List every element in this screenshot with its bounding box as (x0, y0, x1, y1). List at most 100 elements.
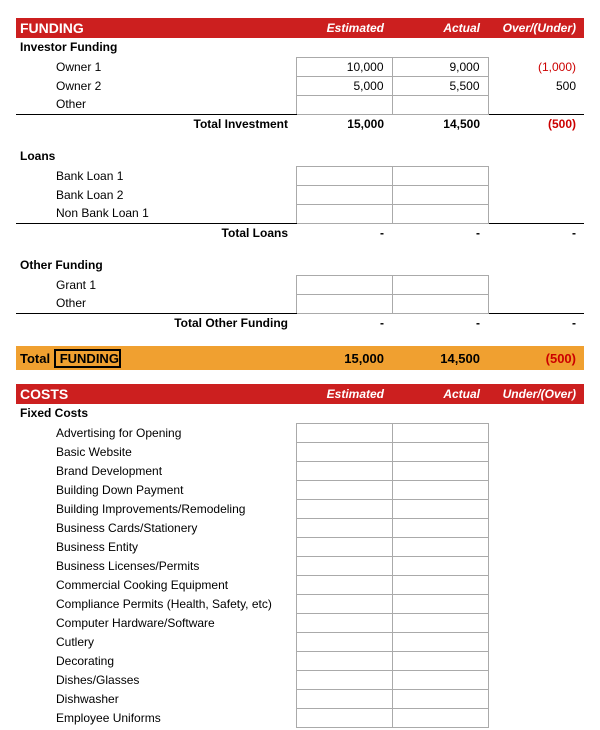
other-funding-title: Other Funding (16, 256, 584, 275)
cell-actual[interactable] (392, 613, 488, 632)
cell-diff (488, 537, 584, 556)
funding-header-row: FUNDING Estimated Actual Over/(Under) (16, 18, 584, 38)
cell-estimated[interactable] (296, 442, 392, 461)
cell-actual[interactable]: 9,000 (392, 57, 488, 76)
funding-header-act: Actual (392, 18, 488, 38)
row-label: Decorating (16, 651, 296, 670)
cell-estimated[interactable] (296, 556, 392, 575)
row-label: Building Down Payment (16, 480, 296, 499)
table-row: Owner 2 5,000 5,500 500 (16, 76, 584, 95)
table-row: Computer Hardware/Software (16, 613, 584, 632)
cell-actual[interactable] (392, 185, 488, 204)
cell-estimated[interactable] (296, 594, 392, 613)
cell-actual[interactable] (392, 442, 488, 461)
cell-estimated[interactable] (296, 204, 392, 223)
cell-actual[interactable] (392, 594, 488, 613)
cell-actual[interactable] (392, 518, 488, 537)
cell-estimated[interactable] (296, 499, 392, 518)
subtotal-est: 15,000 (296, 114, 392, 133)
cell-diff (488, 275, 584, 294)
cell-estimated[interactable] (296, 632, 392, 651)
funding-header-title: FUNDING (16, 18, 296, 38)
total-box-label: FUNDING (54, 349, 121, 368)
cell-diff (488, 708, 584, 727)
subtotal-act: - (392, 223, 488, 242)
row-label: Business Cards/Stationery (16, 518, 296, 537)
table-row: Owner 1 10,000 9,000 (1,000) (16, 57, 584, 76)
cell-actual[interactable] (392, 537, 488, 556)
cell-diff (488, 689, 584, 708)
cell-estimated[interactable] (296, 689, 392, 708)
funding-header-est: Estimated (296, 18, 392, 38)
cell-estimated[interactable] (296, 423, 392, 442)
row-label: Other (16, 294, 296, 313)
cell-actual[interactable] (392, 95, 488, 114)
table-row: Business Licenses/Permits (16, 556, 584, 575)
table-row: Dishes/Glasses (16, 670, 584, 689)
cell-estimated[interactable] (296, 708, 392, 727)
cell-estimated[interactable] (296, 537, 392, 556)
cell-diff (488, 651, 584, 670)
cell-actual[interactable] (392, 499, 488, 518)
cell-estimated[interactable] (296, 613, 392, 632)
costs-header-title: COSTS (16, 384, 296, 404)
cell-actual[interactable] (392, 423, 488, 442)
costs-header-est: Estimated (296, 384, 392, 404)
table-row: Business Entity (16, 537, 584, 556)
cell-diff (488, 670, 584, 689)
category-label: Loans (16, 147, 584, 166)
cell-estimated[interactable] (296, 185, 392, 204)
cell-actual[interactable] (392, 575, 488, 594)
cell-diff (488, 442, 584, 461)
cell-actual[interactable] (392, 708, 488, 727)
cell-actual[interactable] (392, 275, 488, 294)
cell-estimated[interactable]: 10,000 (296, 57, 392, 76)
investor-subtotal: Total Investment 15,000 14,500 (500) (16, 114, 584, 133)
cell-diff (488, 632, 584, 651)
table-row: Cutlery (16, 632, 584, 651)
row-label: Non Bank Loan 1 (16, 204, 296, 223)
costs-header-act: Actual (392, 384, 488, 404)
subtotal-act: - (392, 313, 488, 332)
cell-estimated[interactable] (296, 480, 392, 499)
cell-actual[interactable] (392, 632, 488, 651)
cell-estimated[interactable] (296, 294, 392, 313)
cell-estimated[interactable] (296, 275, 392, 294)
table-row: Non Bank Loan 1 (16, 204, 584, 223)
cell-actual[interactable]: 5,500 (392, 76, 488, 95)
cell-actual[interactable] (392, 166, 488, 185)
funding-header-diff: Over/(Under) (488, 18, 584, 38)
cell-diff (488, 294, 584, 313)
subtotal-diff: (500) (488, 114, 584, 133)
cell-actual[interactable] (392, 689, 488, 708)
subtotal-label: Total Loans (16, 223, 296, 242)
cell-actual[interactable] (392, 461, 488, 480)
row-label: Dishwasher (16, 689, 296, 708)
subtotal-diff: - (488, 313, 584, 332)
cell-estimated[interactable] (296, 461, 392, 480)
cell-diff (488, 166, 584, 185)
cell-diff (488, 556, 584, 575)
cell-estimated[interactable] (296, 95, 392, 114)
other-subtotal: Total Other Funding - - - (16, 313, 584, 332)
cell-actual[interactable] (392, 204, 488, 223)
table-row: Bank Loan 1 (16, 166, 584, 185)
row-label: Grant 1 (16, 275, 296, 294)
subtotal-label: Total Other Funding (16, 313, 296, 332)
cell-actual[interactable] (392, 294, 488, 313)
cell-estimated[interactable] (296, 518, 392, 537)
cell-estimated[interactable] (296, 651, 392, 670)
row-label: Cutlery (16, 632, 296, 651)
cell-estimated[interactable]: 5,000 (296, 76, 392, 95)
cell-estimated[interactable] (296, 575, 392, 594)
cell-actual[interactable] (392, 480, 488, 499)
cell-diff (488, 499, 584, 518)
cell-actual[interactable] (392, 556, 488, 575)
cell-estimated[interactable] (296, 166, 392, 185)
row-label: Advertising for Opening (16, 423, 296, 442)
table-row: Grant 1 (16, 275, 584, 294)
cell-actual[interactable] (392, 651, 488, 670)
cell-diff (488, 575, 584, 594)
cell-estimated[interactable] (296, 670, 392, 689)
cell-actual[interactable] (392, 670, 488, 689)
